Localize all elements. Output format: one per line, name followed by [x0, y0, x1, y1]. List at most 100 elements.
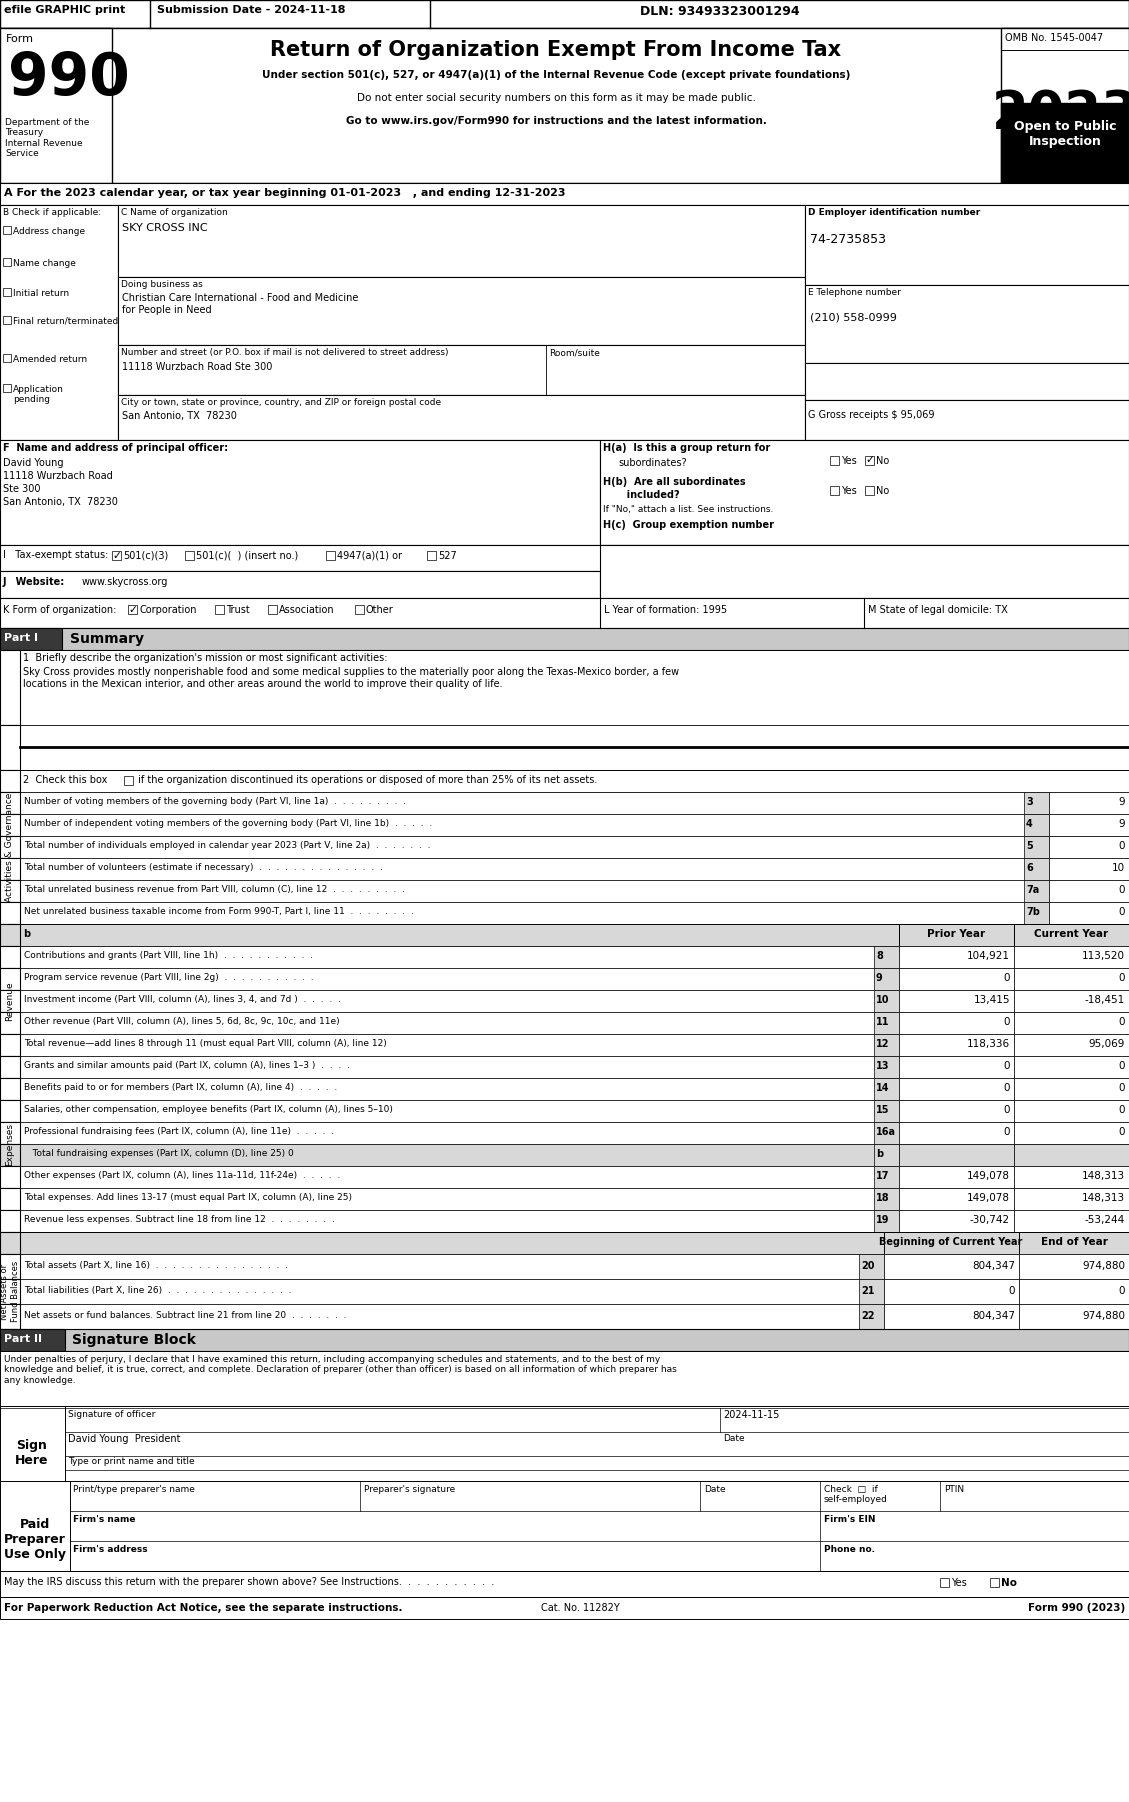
Text: David Young: David Young: [3, 458, 63, 469]
Text: 0: 0: [1004, 1083, 1010, 1094]
Text: Phone no.: Phone no.: [824, 1544, 875, 1553]
Text: 11: 11: [876, 1016, 890, 1027]
Bar: [0, 1188, 1129, 1209]
Text: M State of legal domicile: TX: M State of legal domicile: TX: [868, 605, 1008, 614]
Bar: [0, 1571, 1129, 1597]
Text: 7a: 7a: [1026, 885, 1040, 896]
Bar: [119, 278, 805, 344]
Bar: [1014, 1056, 1129, 1078]
Bar: [0, 1254, 20, 1279]
Bar: [0, 544, 1129, 571]
Bar: [0, 1144, 1129, 1166]
Bar: [1019, 1305, 1129, 1330]
Bar: [427, 551, 436, 560]
Text: -53,244: -53,244: [1085, 1215, 1124, 1225]
Text: Submission Date - 2024-11-18: Submission Date - 2024-11-18: [157, 5, 345, 14]
Text: Under penalties of perjury, I declare that I have examined this return, includin: Under penalties of perjury, I declare th…: [5, 1355, 676, 1384]
Bar: [0, 629, 62, 651]
Bar: [1014, 1188, 1129, 1209]
Bar: [874, 968, 899, 989]
Text: Go to www.irs.gov/Form990 for instructions and the latest information.: Go to www.irs.gov/Form990 for instructio…: [345, 115, 767, 126]
Bar: [0, 1305, 20, 1330]
Text: 15: 15: [876, 1105, 890, 1115]
Bar: [1019, 1233, 1129, 1254]
Bar: [830, 487, 839, 496]
Text: Yes: Yes: [951, 1579, 966, 1588]
Text: 17: 17: [876, 1171, 890, 1180]
Bar: [0, 1166, 1129, 1188]
Bar: [0, 1481, 1129, 1571]
Bar: [865, 456, 874, 465]
Text: 9: 9: [876, 973, 883, 984]
Text: 0: 0: [1008, 1287, 1015, 1296]
Bar: [0, 1330, 65, 1352]
Bar: [215, 605, 224, 614]
Bar: [0, 1166, 20, 1188]
Bar: [3, 225, 11, 234]
Bar: [0, 989, 1129, 1013]
Text: Net assets or fund balances. Subtract line 21 from line 20  .  .  .  .  .  .  .: Net assets or fund balances. Subtract li…: [24, 1312, 347, 1321]
Bar: [0, 903, 1129, 924]
Bar: [0, 629, 1129, 651]
Bar: [884, 1305, 1019, 1330]
Text: Name change: Name change: [14, 259, 76, 268]
Text: Signature Block: Signature Block: [72, 1333, 195, 1348]
Text: May the IRS discuss this return with the preparer shown above? See Instructions.: May the IRS discuss this return with the…: [5, 1577, 495, 1588]
Text: Contributions and grants (Part VIII, line 1h)  .  .  .  .  .  .  .  .  .  .  .: Contributions and grants (Part VIII, lin…: [24, 951, 313, 960]
Text: J   Website:: J Website:: [3, 577, 65, 587]
Text: Revenue less expenses. Subtract line 18 from line 12  .  .  .  .  .  .  .  .: Revenue less expenses. Subtract line 18 …: [24, 1215, 335, 1224]
Bar: [830, 456, 839, 465]
Bar: [0, 184, 1129, 205]
Text: Address change: Address change: [14, 227, 85, 236]
Text: Sky Cross provides mostly nonperishable food and some medical supplies to the ma: Sky Cross provides mostly nonperishable …: [23, 667, 680, 688]
Text: 113,520: 113,520: [1082, 951, 1124, 960]
Bar: [899, 924, 1014, 946]
Text: Yes: Yes: [841, 456, 857, 467]
Text: Room/suite: Room/suite: [549, 348, 599, 357]
Text: 10: 10: [876, 995, 890, 1006]
Text: 1  Briefly describe the organization's mission or most significant activities:: 1 Briefly describe the organization's mi…: [23, 652, 387, 663]
Text: Professional fundraising fees (Part IX, column (A), line 11e)  .  .  .  .  .: Professional fundraising fees (Part IX, …: [24, 1126, 334, 1135]
Bar: [1001, 29, 1129, 184]
Bar: [326, 551, 335, 560]
Bar: [0, 946, 20, 968]
Bar: [0, 1254, 1129, 1279]
Bar: [0, 836, 20, 858]
Bar: [899, 1099, 1014, 1123]
Text: Other: Other: [366, 605, 394, 614]
Text: 21: 21: [861, 1287, 875, 1296]
Bar: [0, 1099, 1129, 1123]
Text: B Check if applicable:: B Check if applicable:: [3, 207, 102, 216]
Text: 0: 0: [1119, 842, 1124, 851]
Text: -30,742: -30,742: [970, 1215, 1010, 1225]
Text: b: b: [876, 1150, 883, 1159]
Text: Sign
Here: Sign Here: [16, 1440, 49, 1467]
Bar: [0, 1279, 1129, 1305]
Text: L Year of formation: 1995: L Year of formation: 1995: [604, 605, 727, 614]
Bar: [1019, 1254, 1129, 1279]
Text: Grants and similar amounts paid (Part IX, column (A), lines 1–3 )  .  .  .  .: Grants and similar amounts paid (Part IX…: [24, 1061, 350, 1070]
Bar: [0, 1330, 1129, 1352]
Text: Salaries, other compensation, employee benefits (Part IX, column (A), lines 5–10: Salaries, other compensation, employee b…: [24, 1105, 393, 1114]
Text: Doing business as: Doing business as: [121, 279, 203, 288]
Text: 0: 0: [1119, 1016, 1124, 1027]
Text: 0: 0: [1119, 1287, 1124, 1296]
Bar: [0, 879, 1129, 903]
Bar: [1014, 1013, 1129, 1034]
Bar: [0, 769, 20, 793]
Text: Corporation: Corporation: [139, 605, 196, 614]
Bar: [0, 1056, 1129, 1078]
Text: If "No," attach a list. See instructions.: If "No," attach a list. See instructions…: [603, 505, 773, 514]
Text: 8: 8: [876, 951, 883, 960]
Text: DLN: 93493323001294: DLN: 93493323001294: [640, 5, 799, 18]
Text: A For the 2023 calendar year, or tax year beginning 01-01-2023   , and ending 12: A For the 2023 calendar year, or tax yea…: [5, 187, 566, 198]
Bar: [0, 0, 1129, 29]
Text: 22: 22: [861, 1312, 875, 1321]
Bar: [899, 1209, 1014, 1233]
Text: Open to Public
Inspection: Open to Public Inspection: [1014, 121, 1117, 148]
Bar: [884, 1279, 1019, 1305]
Text: Part I: Part I: [5, 633, 38, 643]
Bar: [1014, 1099, 1129, 1123]
Text: Ste 300: Ste 300: [3, 485, 41, 494]
Text: 0: 0: [1119, 885, 1124, 896]
